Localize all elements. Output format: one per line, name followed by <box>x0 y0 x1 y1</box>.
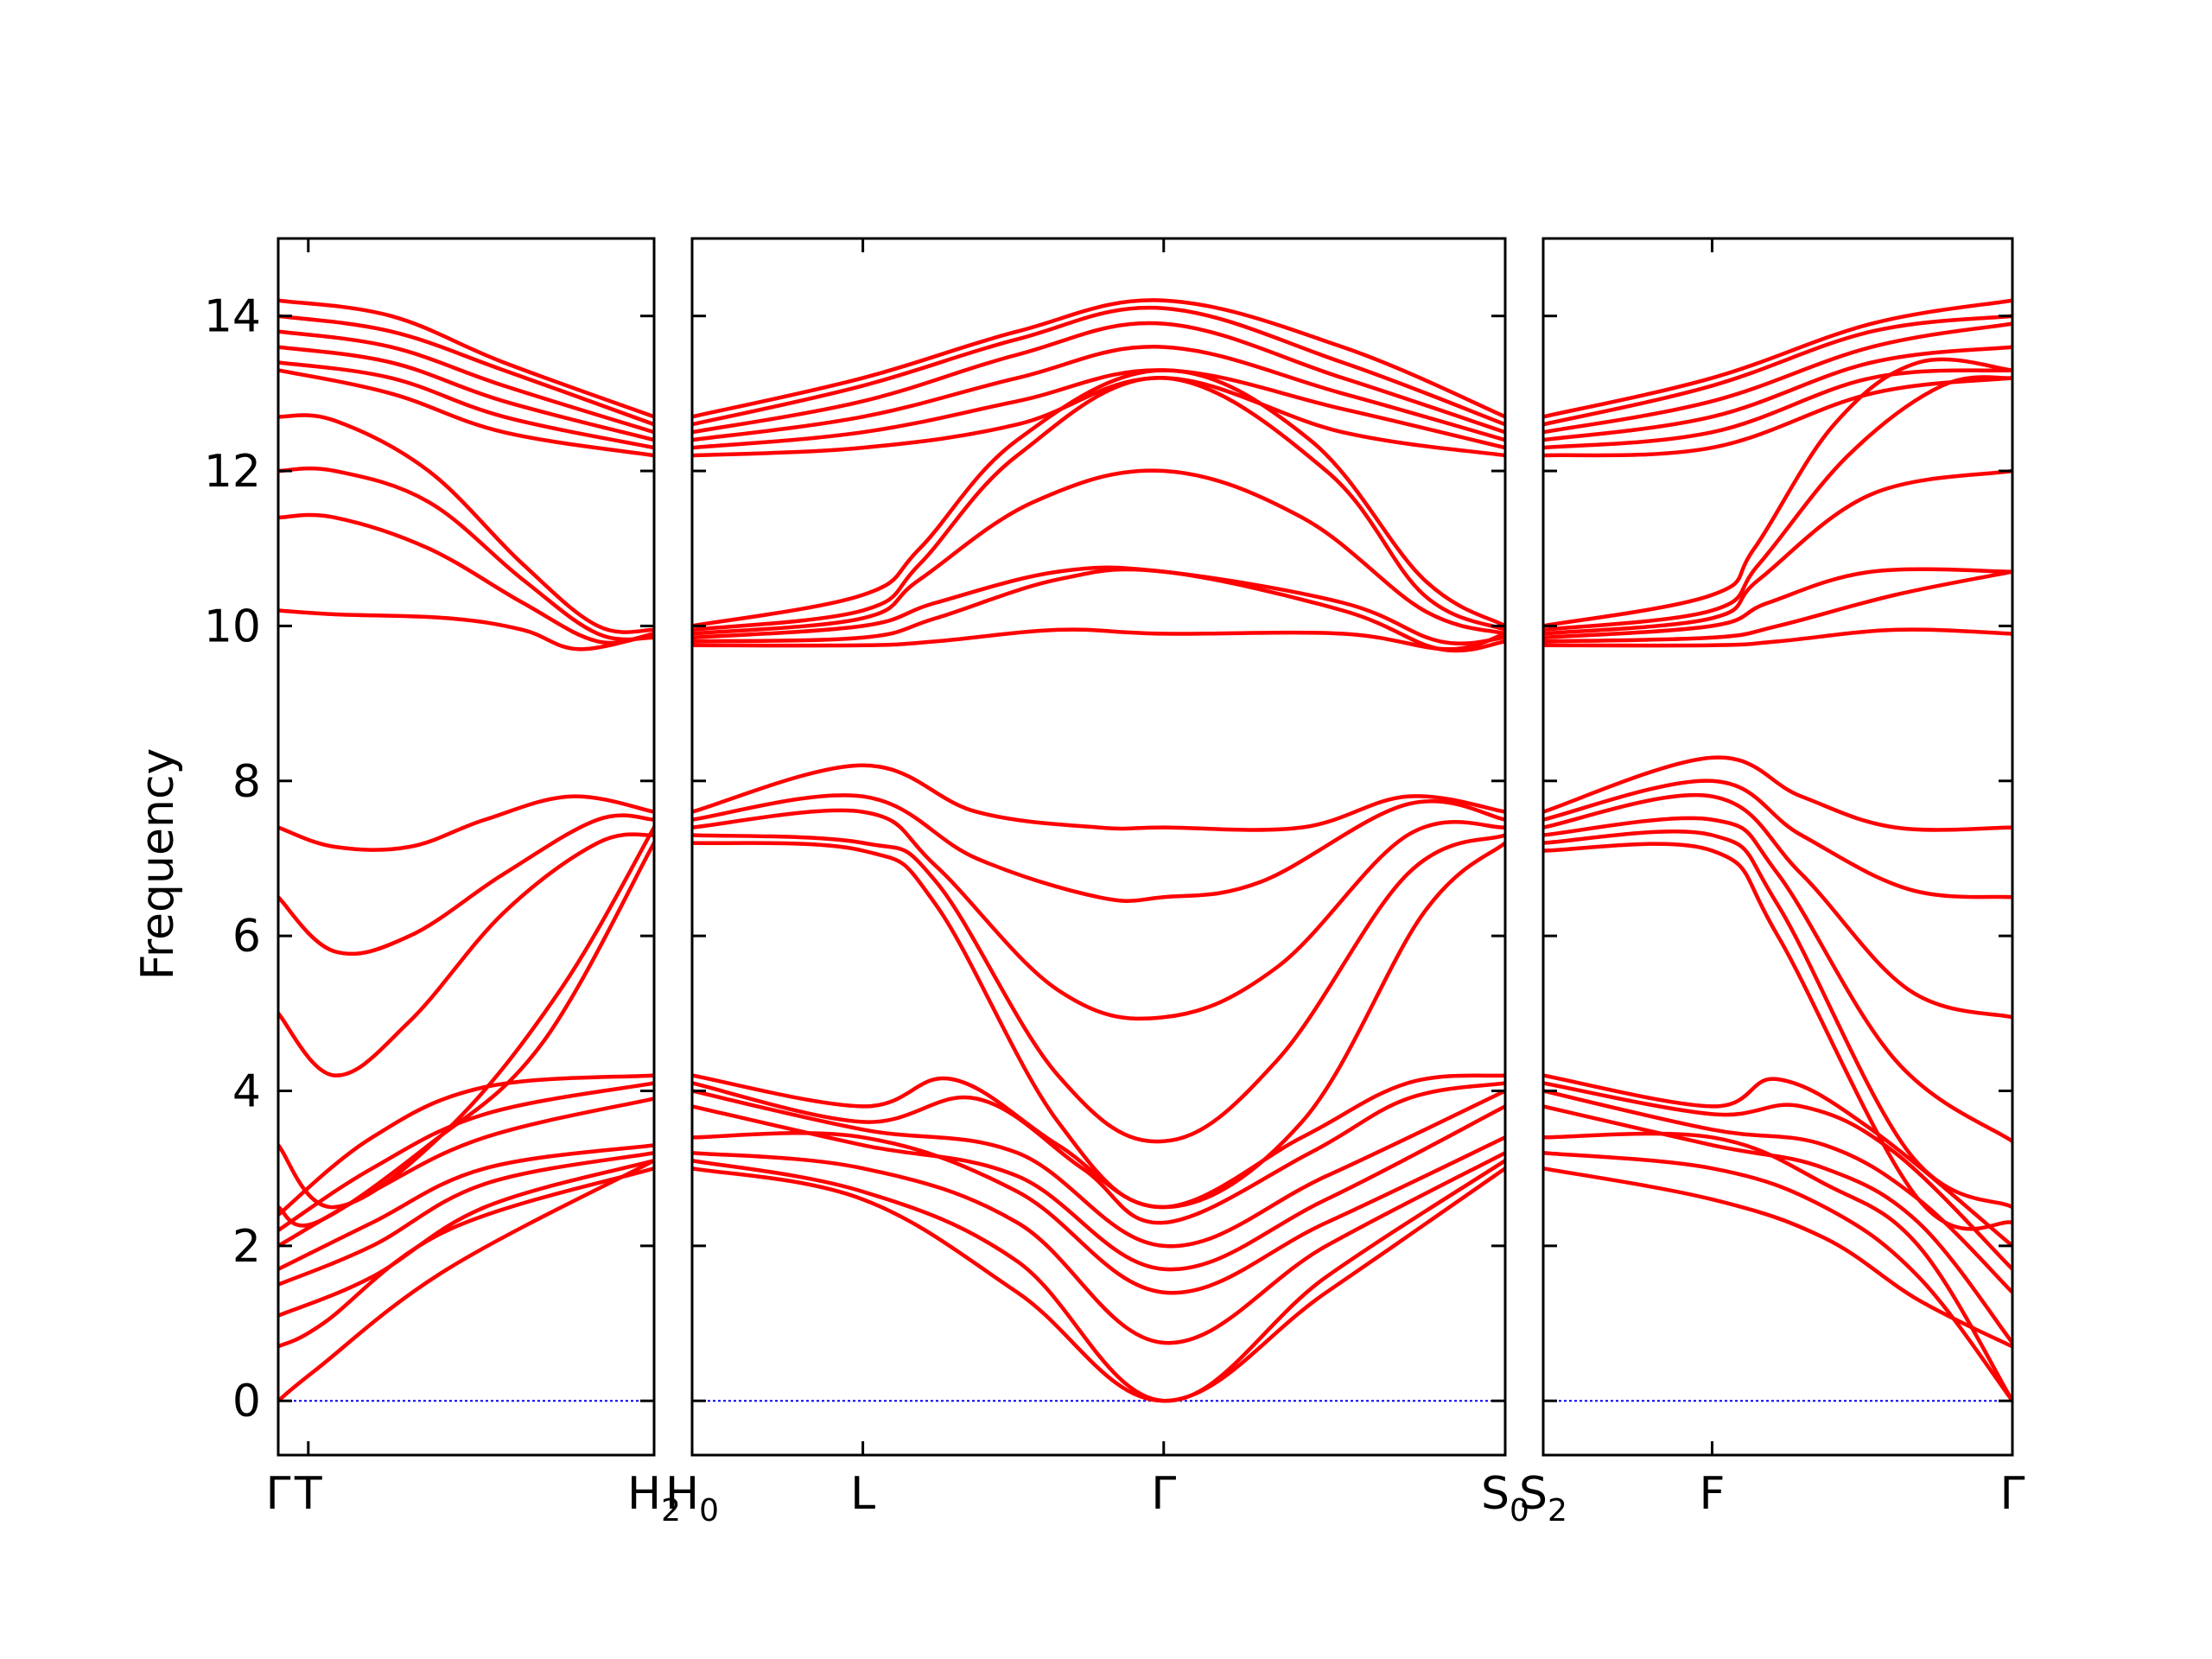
y-tick-label: 6 <box>232 911 261 963</box>
x-tick-label: H0 <box>665 1468 719 1529</box>
panel-frame <box>690 237 1507 1457</box>
band-line <box>692 1073 1505 1210</box>
bands <box>692 298 1505 1403</box>
band-line <box>1543 357 2012 628</box>
band-line <box>1543 375 2012 632</box>
band-line <box>278 1158 654 1403</box>
band-line <box>1543 1104 2012 1345</box>
band-line <box>278 368 654 458</box>
band-line <box>692 1150 1505 1345</box>
band-line <box>278 314 654 427</box>
band-line <box>692 368 1505 450</box>
band-line <box>278 1081 654 1233</box>
band-line <box>692 567 1505 653</box>
bands <box>278 298 654 1403</box>
band-line <box>692 1081 1505 1225</box>
x-tick-label: F <box>1700 1468 1726 1520</box>
band-line <box>278 360 654 450</box>
band-line <box>692 793 1505 903</box>
band-line <box>278 794 654 852</box>
bands <box>1543 298 2012 1403</box>
band-line <box>1543 1166 2012 1349</box>
band-line <box>692 1089 1505 1249</box>
x-tick-label: S2 <box>1519 1468 1567 1529</box>
x-tick-label: Γ <box>266 1468 291 1520</box>
x-tick-label: L <box>850 1468 875 1520</box>
band-line <box>278 1073 654 1217</box>
panel-frame <box>276 237 656 1457</box>
band-line <box>278 512 654 645</box>
y-tick-label: 14 <box>204 291 261 343</box>
y-tick-label: 4 <box>232 1065 261 1117</box>
band-line <box>278 1143 654 1272</box>
y-tick-label: 12 <box>204 446 261 498</box>
band-line <box>1543 298 2012 419</box>
band-line <box>692 368 1505 628</box>
panel-3: S2 F Γ <box>1519 237 2025 1529</box>
band-line <box>692 376 1505 632</box>
band-line <box>1543 468 2012 636</box>
band-line <box>1543 830 2012 1210</box>
y-tick-label: 2 <box>232 1221 261 1273</box>
band-line <box>278 298 654 419</box>
panel-frame <box>1541 237 2014 1457</box>
band-line <box>1543 567 2012 640</box>
band-line <box>692 627 1505 652</box>
band-line <box>692 1104 1505 1272</box>
band-line <box>1543 314 2012 427</box>
band-line <box>692 1158 1505 1403</box>
band-line <box>1543 1073 2012 1249</box>
band-line <box>278 329 654 435</box>
y-axis-label: Frequency <box>132 748 184 981</box>
band-line <box>1543 779 2012 899</box>
band-line <box>692 298 1505 419</box>
band-line <box>278 1150 654 1287</box>
band-line <box>692 808 1505 1021</box>
band-line <box>692 376 1505 458</box>
band-line <box>1543 1089 2012 1294</box>
band-line <box>1543 345 2012 442</box>
band-line <box>692 468 1505 636</box>
x-tick-label: T <box>294 1468 322 1520</box>
band-line <box>692 1166 1505 1403</box>
band-line <box>278 832 654 1077</box>
panel-1: Γ T H2 0 2 4 6 8 10 12 14 <box>204 237 681 1529</box>
band-line <box>1543 755 2012 832</box>
band-line <box>1543 792 2012 1020</box>
band-line <box>1543 1131 2012 1403</box>
band-line <box>278 608 654 652</box>
band-line <box>278 1158 654 1318</box>
y-tick-label: 8 <box>232 756 261 808</box>
band-line <box>692 1131 1505 1295</box>
band-line <box>278 413 654 634</box>
band-line <box>692 345 1505 442</box>
band-line <box>1543 321 2012 435</box>
band-line <box>692 321 1505 435</box>
panel-2: H0 L Γ S0 <box>665 237 1529 1529</box>
band-line <box>278 825 654 1210</box>
band-line <box>278 1166 654 1349</box>
band-line <box>692 763 1505 832</box>
band-line <box>278 466 654 642</box>
y-tick-label: 10 <box>204 601 261 652</box>
band-line <box>1543 816 2012 1144</box>
x-tick-label: S0 <box>1481 1468 1529 1529</box>
band-line <box>278 345 654 442</box>
band-line <box>1543 569 2012 644</box>
y-tick-label: 0 <box>232 1376 261 1427</box>
band-line <box>278 813 654 957</box>
x-tick-label: Γ <box>2000 1468 2025 1520</box>
x-tick-label: Γ <box>1151 1468 1176 1520</box>
band-line <box>1543 627 2012 648</box>
band-line <box>692 833 1505 1144</box>
band-line <box>1543 1081 2012 1272</box>
band-line <box>692 565 1505 646</box>
x-tick-label: H2 <box>627 1468 681 1529</box>
band-line <box>692 305 1505 427</box>
band-line <box>1543 368 2012 450</box>
band-line <box>278 1096 654 1249</box>
